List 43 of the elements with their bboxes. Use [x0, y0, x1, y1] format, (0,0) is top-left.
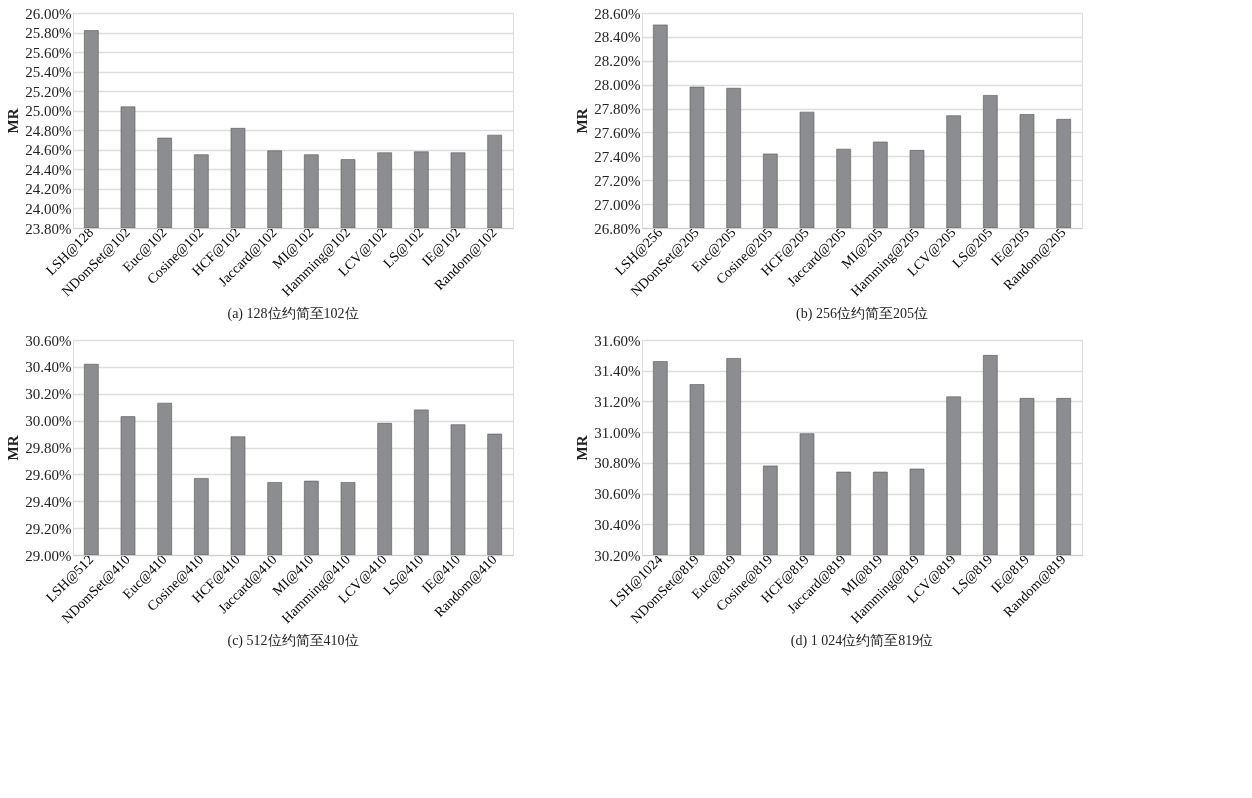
y-tick-label: 24.60%	[25, 142, 72, 159]
y-tick-label: 30.60%	[594, 486, 641, 503]
y-tick-label: 30.80%	[594, 455, 641, 472]
y-axis-title: MR	[574, 108, 591, 134]
y-tick-label: 25.20%	[25, 83, 72, 100]
y-tick-label: 25.60%	[25, 44, 72, 61]
y-tick-label: 29.20%	[25, 520, 72, 537]
y-tick-label: 25.40%	[25, 64, 72, 81]
y-tick-label: 24.20%	[25, 181, 72, 198]
text: (b) 256位约简至205位	[796, 305, 928, 322]
text: (c) 512位约简至410位	[227, 632, 359, 649]
y-tick-label: 29.60%	[25, 466, 72, 483]
y-tick-label: 30.00%	[25, 413, 72, 430]
y-tick-label: 24.80%	[25, 122, 72, 139]
y-tick-label: 30.40%	[25, 359, 72, 376]
y-tick-label: 28.00%	[594, 77, 641, 94]
y-tick-label: 28.40%	[594, 29, 641, 46]
y-tick-label: 27.80%	[594, 101, 641, 118]
y-tick-label: 30.40%	[594, 516, 641, 533]
y-tick-label: 25.80%	[25, 25, 72, 42]
y-axis-title: MR	[5, 435, 22, 461]
y-tick-label: 31.20%	[594, 393, 641, 410]
y-tick-label: 25.00%	[25, 103, 72, 120]
y-axis-title: MR	[5, 108, 22, 134]
y-tick-label: 27.00%	[594, 196, 641, 213]
y-tick-label: 24.00%	[25, 200, 72, 217]
y-tick-label: 26.00%	[25, 5, 72, 22]
y-tick-label: 31.40%	[594, 363, 641, 380]
y-tick-label: 30.20%	[25, 386, 72, 403]
text: (a) 128位约简至102位	[227, 305, 359, 322]
y-tick-label: 31.00%	[594, 424, 641, 441]
y-tick-label: 27.20%	[594, 172, 641, 189]
y-tick-label: 27.60%	[594, 124, 641, 141]
y-tick-label: 28.60%	[594, 5, 641, 22]
y-tick-label: 24.40%	[25, 161, 72, 178]
text: (d) 1 024位约简至819位	[790, 632, 934, 649]
y-tick-label: 29.80%	[25, 440, 72, 456]
y-tick-label: 30.60%	[25, 332, 72, 349]
y-tick-label: 28.20%	[594, 53, 641, 70]
y-axis-title: MR	[574, 435, 591, 461]
y-tick-label: 29.40%	[25, 493, 72, 510]
y-tick-label: 31.60%	[594, 332, 641, 349]
y-tick-label: 27.40%	[594, 148, 641, 165]
